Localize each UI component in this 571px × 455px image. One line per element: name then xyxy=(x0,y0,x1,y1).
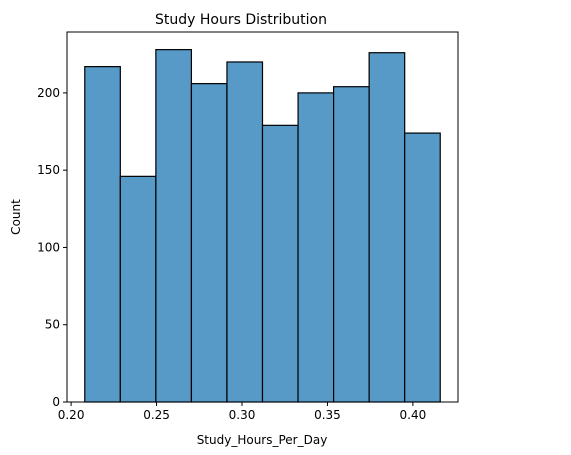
chart-title: Study Hours Distribution xyxy=(155,12,327,28)
y-tick-label: 50 xyxy=(45,318,60,332)
bars-group xyxy=(85,50,440,402)
y-axis-label: Count xyxy=(9,199,23,235)
x-tick-label: 0.35 xyxy=(314,408,341,422)
histogram-bar xyxy=(263,125,299,402)
histogram-bar xyxy=(227,62,263,402)
y-axis-ticks: 0 50 100 150 200 xyxy=(37,86,67,409)
x-axis-label: Study_Hours_Per_Day xyxy=(197,433,328,447)
x-tick-label: 0.20 xyxy=(58,408,85,422)
x-tick-label: 0.40 xyxy=(400,408,427,422)
histogram-bar xyxy=(369,53,405,402)
histogram-bar xyxy=(298,93,334,402)
y-tick-label: 200 xyxy=(37,86,60,100)
histogram-bar xyxy=(85,67,121,402)
y-tick-label: 100 xyxy=(37,240,60,254)
x-tick-label: 0.30 xyxy=(229,408,256,422)
histogram-bar xyxy=(405,133,441,402)
x-tick-label: 0.25 xyxy=(143,408,170,422)
y-tick-label: 0 xyxy=(52,395,60,409)
histogram-bar xyxy=(156,50,192,402)
histogram-bar xyxy=(120,176,156,402)
histogram-bar xyxy=(191,84,227,402)
histogram-bar xyxy=(334,87,370,402)
x-axis-ticks: 0.20 0.25 0.30 0.35 0.40 xyxy=(58,402,427,422)
y-tick-label: 150 xyxy=(37,163,60,177)
